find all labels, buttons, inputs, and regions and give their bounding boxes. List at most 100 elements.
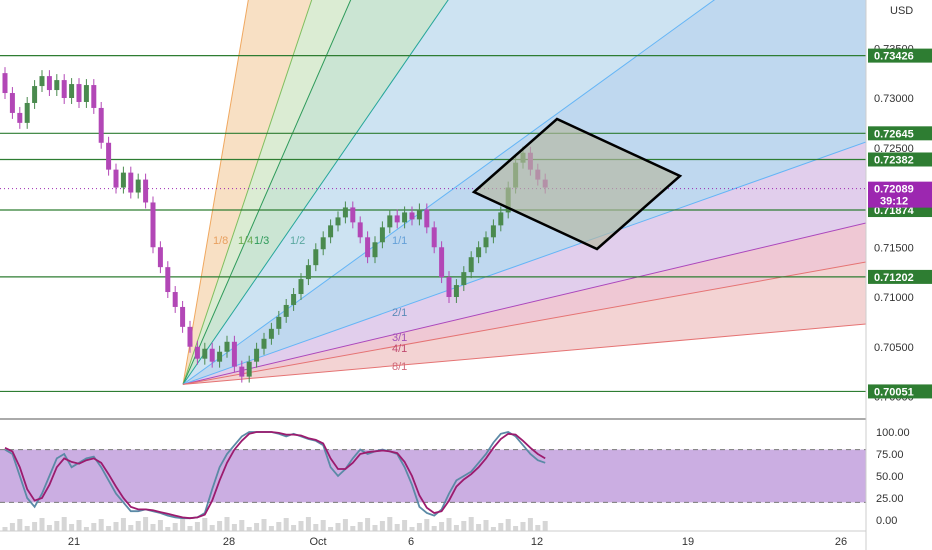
volume-bar	[283, 518, 289, 531]
volume-bar	[527, 518, 533, 531]
level-tag-box	[868, 384, 932, 399]
candle-body	[224, 341, 230, 352]
time-tick-label: 6	[408, 536, 414, 548]
volume-bar	[439, 522, 445, 531]
candle-body	[165, 267, 171, 293]
candle-body	[172, 292, 178, 307]
candle-body	[83, 85, 89, 102]
candle-body	[150, 202, 156, 248]
volume-bar	[2, 527, 8, 531]
volume-bar	[128, 525, 134, 531]
volume-bar	[61, 517, 67, 531]
volume-bar	[120, 518, 126, 531]
volume-bar	[498, 523, 504, 531]
rotated-rectangle-drawing[interactable]	[471, 117, 683, 251]
candle-body	[402, 212, 408, 223]
volume-bar	[194, 522, 200, 531]
candle-body	[490, 225, 496, 238]
candle-body	[2, 73, 8, 94]
volume-bar	[298, 521, 304, 531]
volume-bar	[476, 524, 482, 531]
volume-bar	[535, 525, 541, 531]
candle-body	[209, 348, 215, 362]
candle-body	[461, 272, 467, 286]
candle-body	[283, 304, 289, 317]
candle-body	[483, 237, 489, 248]
candle-body	[387, 215, 393, 228]
candle-body	[268, 328, 274, 339]
candle-body	[120, 172, 126, 188]
candle-body	[313, 249, 319, 266]
stoch-band	[0, 449, 866, 503]
candle-body	[194, 346, 200, 359]
stochastic-axis[interactable]: 100.00 75.00 50.00 25.00 0.00	[876, 427, 910, 527]
volume-bar	[69, 524, 75, 531]
volume-bar	[409, 527, 415, 531]
level-tag-label: 0.71874	[874, 205, 915, 217]
volume-bar	[254, 523, 260, 531]
volume-bar	[424, 519, 430, 531]
volume-bar	[202, 518, 208, 531]
volume-bar	[387, 517, 393, 531]
level-tag-box	[868, 152, 932, 167]
volume-bar	[305, 517, 311, 531]
volume-bar	[291, 525, 297, 531]
volume-bar	[490, 527, 496, 531]
volume-bar	[32, 522, 38, 531]
volume-bar	[416, 523, 422, 531]
candle-body	[453, 285, 459, 297]
candle-body	[135, 179, 141, 193]
volume-bar	[372, 525, 378, 531]
volume-bar	[365, 518, 371, 531]
candle-body	[180, 306, 186, 327]
time-axis[interactable]: 21 28 Oct 6 12 19 26	[0, 530, 866, 548]
level-tag-label: 0.73426	[874, 51, 914, 63]
candle-body	[468, 257, 474, 273]
fan-label: 4/1	[392, 343, 407, 355]
candle-body	[328, 225, 334, 238]
volume-bar	[135, 521, 141, 531]
candle-body	[498, 212, 504, 226]
level-tag-label: 0.72382	[874, 154, 914, 166]
candle-body	[17, 112, 23, 123]
volume-bar	[187, 526, 193, 531]
time-tick-label: 19	[682, 536, 694, 548]
candle-body	[9, 93, 15, 113]
volume-bar	[402, 520, 408, 531]
gann-fan-labels: 1/8 1/4 1/3 1/2 1/1 2/1 3/14/1 8/1	[213, 235, 407, 373]
level-tag-box	[868, 48, 932, 63]
volume-bar	[9, 523, 15, 531]
currency-label: USD	[890, 5, 913, 17]
volume-bar	[165, 527, 171, 531]
candle-body	[32, 86, 38, 103]
candle-body	[372, 242, 378, 258]
candle-body	[416, 209, 422, 220]
time-tick-label: 26	[835, 536, 847, 548]
stoch-tick-label: 25.00	[876, 493, 904, 505]
volume-bar	[276, 522, 282, 531]
volume-bar	[453, 525, 459, 531]
candle-body	[254, 348, 260, 362]
volume-bar	[483, 520, 489, 531]
fan-label: 8/1	[392, 361, 407, 373]
fan-ray	[182, 261, 866, 385]
candle-body	[446, 277, 452, 297]
volume-bar	[328, 527, 334, 531]
volume-bar	[113, 522, 119, 531]
fan-label: 1/2	[290, 235, 305, 247]
candle-body	[39, 76, 45, 87]
current-price-tag	[868, 181, 932, 208]
volume-bars	[2, 517, 548, 531]
fan-label: 3/1	[392, 332, 407, 344]
volume-bar	[239, 520, 245, 531]
price-tick-label: 0.73000	[874, 93, 914, 105]
level-tag-label: 0.70051	[874, 386, 914, 398]
candle-body	[357, 222, 363, 238]
time-tick-label: 28	[223, 536, 235, 548]
candle-body	[24, 102, 30, 123]
time-tick-label: 21	[68, 536, 80, 548]
volume-bar	[246, 527, 252, 531]
fan-label: 1/3	[254, 235, 269, 247]
